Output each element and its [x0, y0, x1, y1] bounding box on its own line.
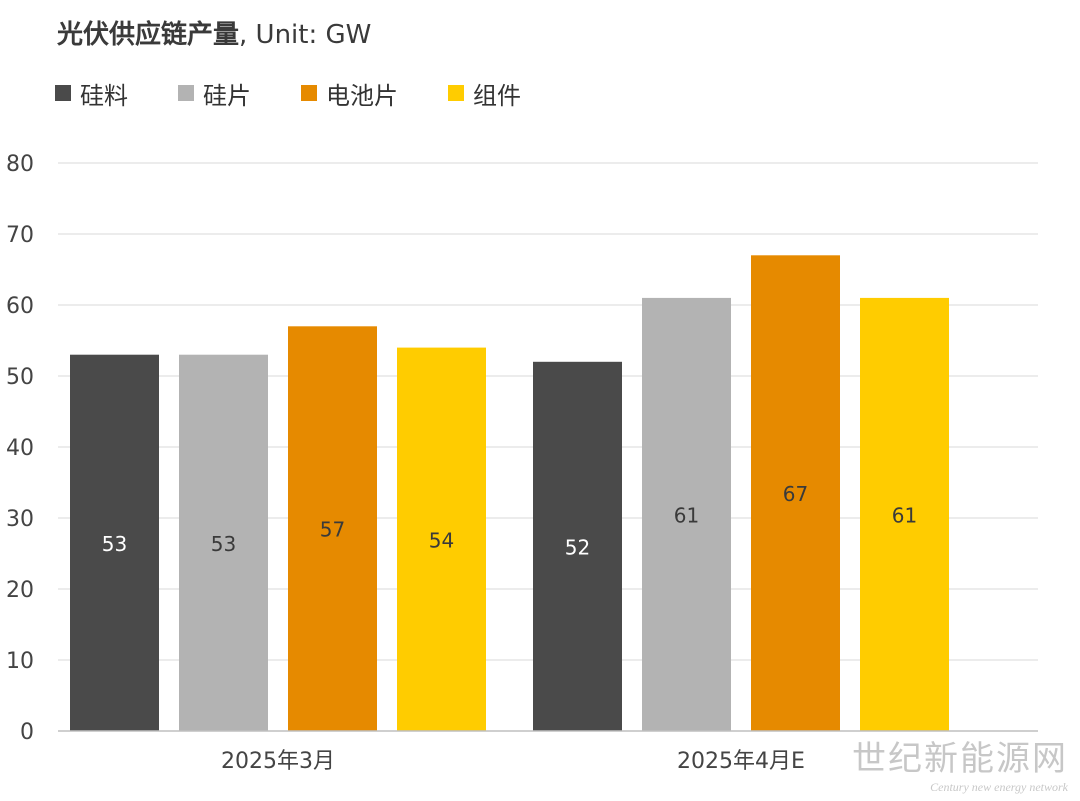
- legend-label: 硅片: [203, 81, 251, 110]
- y-tick-label: 20: [6, 578, 34, 603]
- y-tick-label: 60: [6, 294, 34, 319]
- bar: [751, 255, 840, 732]
- bar: [860, 297, 949, 731]
- y-tick-label: 10: [6, 649, 34, 674]
- legend-item: 电池片: [301, 76, 398, 111]
- legend-swatch: [178, 85, 194, 101]
- bar: [179, 354, 268, 731]
- legend-label: 硅料: [80, 81, 128, 110]
- data-label: 52: [565, 535, 590, 559]
- legend-swatch: [55, 85, 71, 101]
- y-tick-label: 30: [6, 507, 34, 532]
- data-label: 57: [320, 518, 345, 542]
- y-tick-label: 50: [6, 365, 34, 390]
- bar: [70, 354, 159, 731]
- data-label: 61: [674, 503, 699, 527]
- bar: [533, 361, 622, 731]
- y-tick-label: 0: [20, 720, 34, 745]
- legend-swatch: [301, 85, 317, 101]
- watermark: 世纪新能源网 Century new energy network: [852, 731, 1068, 795]
- bar: [288, 326, 377, 731]
- data-label: 53: [211, 532, 236, 556]
- y-tick-label: 80: [6, 152, 34, 177]
- legend-label: 组件: [473, 81, 521, 110]
- legend-item: 硅片: [178, 76, 251, 111]
- data-label: 54: [429, 528, 454, 552]
- data-label: 53: [102, 532, 127, 556]
- watermark-en: Century new energy network: [930, 780, 1068, 794]
- chart-title-main: 光伏供应链产量: [57, 20, 240, 50]
- bar: [642, 297, 731, 731]
- chart-title-unit: , Unit: GW: [239, 20, 372, 50]
- watermark-cn: 世纪新能源网: [852, 739, 1068, 779]
- bar: [397, 347, 486, 731]
- chart-title: 光伏供应链产量, Unit: GW: [57, 14, 371, 51]
- legend-item: 硅料: [55, 76, 128, 111]
- y-tick-label: 40: [6, 436, 34, 461]
- y-tick-label: 70: [6, 223, 34, 248]
- legend-label: 电池片: [326, 81, 398, 110]
- legend-swatch: [448, 85, 464, 101]
- legend-item: 组件: [448, 76, 521, 111]
- data-label: 61: [892, 503, 917, 527]
- chart-legend: 硅料 硅片 电池片 组件: [55, 76, 571, 110]
- x-category-label: 2025年4月E: [677, 749, 805, 774]
- x-category-label: 2025年3月: [221, 749, 335, 774]
- data-label: 67: [783, 482, 808, 506]
